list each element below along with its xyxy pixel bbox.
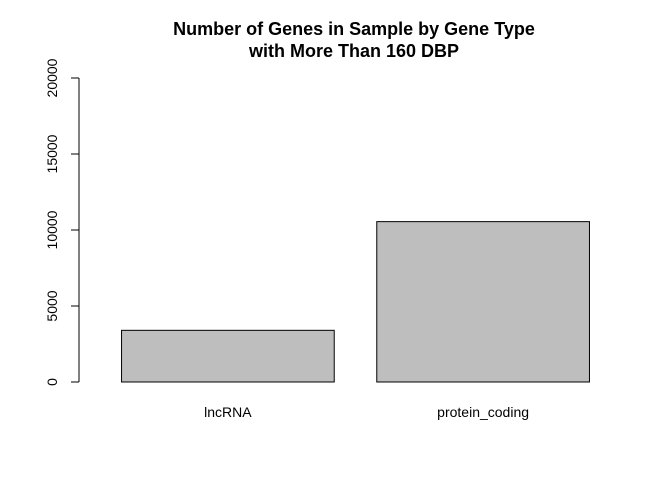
y-tick-label: 10000: [44, 210, 60, 249]
y-axis: 0 5000 10000 15000 20000: [44, 58, 80, 386]
y-tick-label: 5000: [44, 290, 60, 321]
y-tick-label: 15000: [44, 134, 60, 173]
bar-protein_coding: [376, 221, 590, 383]
x-tick-label: protein_coding: [437, 404, 529, 420]
chart-title-line-2: with More Than 160 DBP: [248, 41, 459, 61]
bars-group: [121, 221, 590, 383]
x-tick-label: lncRNA: [204, 404, 252, 420]
y-tick-label: 20000: [44, 58, 60, 97]
x-axis-labels: lncRNA protein_coding: [204, 404, 529, 420]
chart-title-line-1: Number of Genes in Sample by Gene Type: [173, 19, 535, 39]
y-tick-label: 0: [44, 378, 60, 386]
bar-lncRNA: [121, 329, 335, 383]
